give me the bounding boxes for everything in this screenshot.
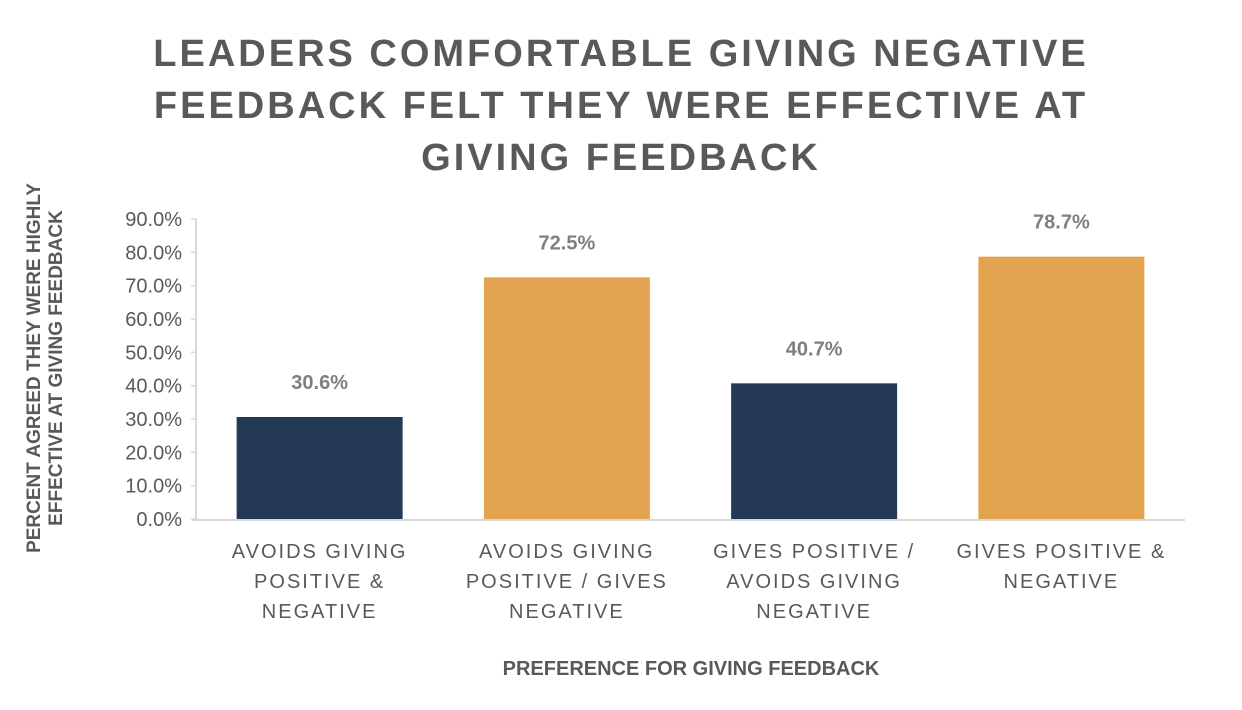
y-tick-label: 10.0%: [125, 476, 182, 498]
x-tick-label: NEGATIVE: [1004, 571, 1120, 593]
x-tick-label: NEGATIVE: [262, 601, 378, 623]
data-label: 78.7%: [1033, 212, 1090, 234]
bar: [978, 256, 1145, 519]
chart-title: LEADERS COMFORTABLE GIVING NEGATIVE FEEDB…: [0, 28, 1242, 184]
bar: [236, 417, 403, 519]
data-label: 40.7%: [786, 338, 843, 360]
x-tick-label: NEGATIVE: [509, 601, 625, 623]
y-tick-label: 90.0%: [125, 209, 182, 231]
title-line: GIVING FEEDBACK: [421, 137, 821, 179]
data-label: 72.5%: [539, 232, 596, 254]
x-tick-label: AVOIDS GIVING: [232, 541, 408, 563]
x-tick-label: NEGATIVE: [756, 601, 872, 623]
x-tick-label: GIVES POSITIVE &: [956, 541, 1166, 563]
y-tick-label: 40.0%: [125, 376, 182, 398]
x-tick-label: POSITIVE / GIVES: [466, 571, 668, 593]
x-tick-label: GIVES POSITIVE /: [713, 541, 915, 563]
y-tick-label: 20.0%: [125, 442, 182, 464]
x-axis-label: PREFERENCE FOR GIVING FEEDBACK: [502, 658, 880, 680]
y-tick-label: 0.0%: [136, 509, 182, 531]
y-tick-label: 70.0%: [125, 276, 182, 298]
title-line: FEEDBACK FELT THEY WERE EFFECTIVE AT: [153, 85, 1089, 127]
x-tick-label: AVOIDS GIVING: [479, 541, 655, 563]
y-tick-label: 80.0%: [125, 242, 182, 264]
y-tick-label: 50.0%: [125, 342, 182, 364]
bar: [731, 383, 898, 519]
data-label: 30.6%: [291, 372, 348, 394]
y-tick-label: 60.0%: [125, 309, 182, 331]
bar: [483, 277, 650, 519]
y-tick-label: 30.0%: [125, 409, 182, 431]
title-line: LEADERS COMFORTABLE GIVING NEGATIVE: [153, 33, 1089, 75]
x-tick-label: AVOIDS GIVING: [726, 571, 902, 593]
x-tick-label: POSITIVE &: [254, 571, 385, 593]
